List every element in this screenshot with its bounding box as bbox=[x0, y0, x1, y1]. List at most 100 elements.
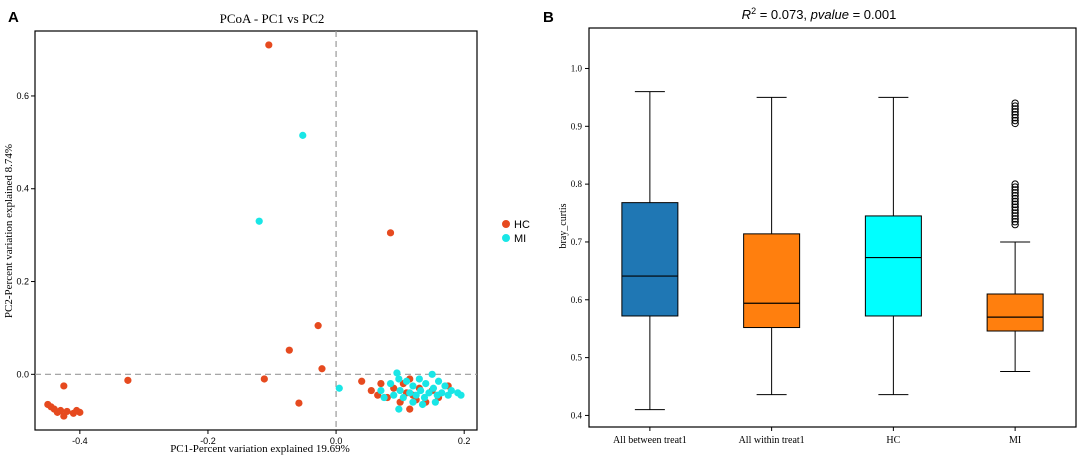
point-mi bbox=[441, 382, 449, 390]
point-hc bbox=[406, 405, 414, 413]
outlier-point bbox=[1011, 218, 1019, 226]
legend-marker-mi bbox=[502, 234, 510, 242]
outlier-point bbox=[1011, 105, 1019, 113]
panel-b-title-p: pvalue bbox=[810, 7, 849, 22]
outlier-point bbox=[1011, 215, 1019, 223]
point-mi bbox=[396, 386, 404, 395]
point-mi bbox=[409, 398, 417, 406]
panel-b-title-r: R bbox=[742, 7, 751, 22]
panel-a-ticks: -0.4 -0.2 0.0 0.2 0.0 0.2 0.4 0.6 bbox=[16, 91, 470, 446]
point-mi bbox=[409, 382, 417, 390]
outlier-point bbox=[1011, 220, 1019, 229]
point-mi bbox=[335, 384, 343, 392]
panel-b: B R2 = 0.073, pvalue = 0.001 bray_curtis… bbox=[543, 6, 1077, 446]
x-tick-label: All between treat1 bbox=[613, 435, 687, 446]
point-mi bbox=[429, 384, 438, 392]
outlier-point bbox=[1011, 209, 1019, 217]
series-mi bbox=[255, 131, 465, 413]
point-mi bbox=[447, 386, 455, 395]
outlier-point bbox=[1011, 212, 1019, 220]
panel-b-label: B bbox=[543, 9, 554, 26]
panel-b-title: R2 = 0.073, pvalue = 0.001 bbox=[742, 6, 897, 22]
point-mi bbox=[395, 405, 403, 413]
point-mi bbox=[422, 380, 430, 388]
box-hc bbox=[864, 96, 922, 396]
outlier-point bbox=[1011, 183, 1019, 191]
point-hc bbox=[358, 377, 366, 385]
outlier-point bbox=[1011, 197, 1019, 206]
panel-a-title: PCoA - PC1 vs PC2 bbox=[220, 11, 325, 26]
x-tick-label: 0.2 bbox=[458, 436, 471, 446]
point-mi bbox=[399, 393, 407, 402]
point-mi bbox=[431, 398, 439, 406]
panel-b-title-sup: 2 bbox=[751, 6, 756, 16]
outlier-point bbox=[1011, 113, 1019, 122]
outlier-point bbox=[1011, 203, 1019, 211]
point-mi bbox=[457, 391, 465, 399]
y-tick-label: 0.7 bbox=[571, 237, 583, 247]
point-mi bbox=[255, 217, 263, 225]
outlier-point bbox=[1011, 206, 1019, 214]
panel-a-points bbox=[44, 41, 465, 420]
outlier-point bbox=[1011, 116, 1019, 125]
box-mi bbox=[986, 99, 1044, 372]
point-mi bbox=[434, 377, 443, 385]
panel-b-boxes bbox=[621, 91, 1044, 411]
point-hc bbox=[285, 346, 293, 354]
panel-b-ticks: 0.4 0.5 0.6 0.7 0.8 0.9 1.0 All between treat1 A… bbox=[571, 63, 1021, 446]
y-tick-label: 0.6 bbox=[16, 91, 29, 101]
point-mi bbox=[415, 375, 423, 383]
point-mi bbox=[425, 389, 433, 397]
panel-b-title-eq2: = 0.001 bbox=[849, 7, 896, 22]
outlier-point bbox=[1011, 186, 1019, 194]
x-tick-label: -0.4 bbox=[72, 436, 88, 446]
point-hc bbox=[60, 382, 68, 390]
box-all-between-treat1 bbox=[621, 91, 679, 411]
legend-label-mi: MI bbox=[514, 233, 526, 245]
panel-b-title-eq: = 0.073, bbox=[756, 7, 811, 22]
panel-a-y-axis-label: PC2-Percent variation explained 8.74% bbox=[3, 144, 15, 318]
point-mi bbox=[420, 393, 429, 402]
outlier-point bbox=[1011, 119, 1019, 128]
box-body bbox=[743, 233, 801, 329]
outlier-point bbox=[1011, 189, 1019, 197]
point-hc bbox=[63, 407, 71, 416]
y-tick-label: 0.9 bbox=[571, 121, 583, 131]
y-tick-label: 0.0 bbox=[16, 369, 29, 379]
point-hc bbox=[318, 365, 326, 373]
y-tick-label: 1.0 bbox=[571, 63, 583, 73]
point-mi bbox=[395, 375, 403, 383]
legend-label-hc: HC bbox=[514, 219, 530, 231]
outlier-point bbox=[1011, 99, 1019, 107]
point-hc bbox=[295, 399, 303, 407]
box-body bbox=[864, 215, 922, 317]
outlier-point bbox=[1011, 191, 1019, 200]
point-hc bbox=[314, 322, 322, 330]
outlier-point bbox=[1011, 200, 1019, 209]
box-all-within-treat1 bbox=[743, 96, 801, 396]
panel-a: A PCoA - PC1 vs PC2 PC1-Percent variatio… bbox=[3, 9, 530, 455]
panel-a-label: A bbox=[8, 9, 19, 26]
outlier-point bbox=[1011, 108, 1019, 116]
point-hc bbox=[265, 41, 273, 49]
outlier-point bbox=[1011, 111, 1019, 119]
box-body bbox=[986, 293, 1044, 332]
y-tick-label: 0.4 bbox=[16, 184, 29, 194]
y-tick-label: 0.8 bbox=[571, 179, 583, 189]
panel-a-legend: HC MI bbox=[502, 219, 530, 245]
panel-a-reference-lines bbox=[35, 31, 477, 430]
point-hc bbox=[367, 386, 375, 395]
x-tick-label: All within treat1 bbox=[739, 435, 805, 446]
y-tick-label: 0.4 bbox=[571, 410, 583, 420]
point-hc bbox=[260, 375, 268, 383]
point-hc bbox=[57, 406, 65, 415]
point-mi bbox=[418, 400, 427, 409]
x-tick-label: HC bbox=[886, 435, 900, 446]
point-mi bbox=[412, 391, 420, 399]
x-tick-label: -0.2 bbox=[200, 436, 216, 446]
point-mi bbox=[393, 369, 401, 377]
legend-marker-hc bbox=[502, 220, 510, 228]
point-mi bbox=[390, 391, 398, 399]
y-tick-label: 0.2 bbox=[16, 277, 29, 287]
x-tick-label: MI bbox=[1009, 435, 1021, 446]
